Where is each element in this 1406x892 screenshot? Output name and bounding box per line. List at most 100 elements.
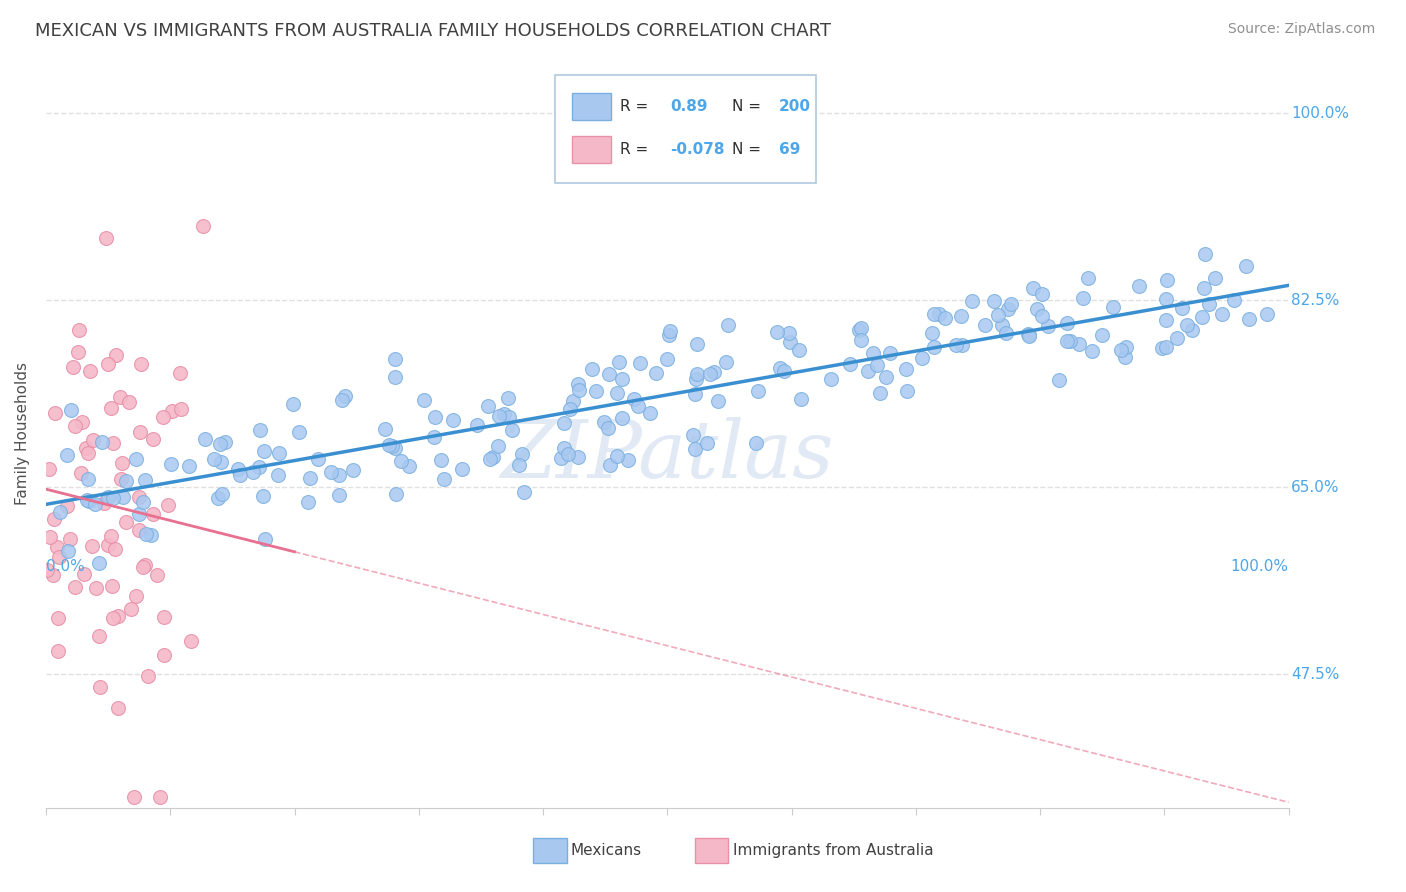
Point xyxy=(866,358,889,372)
Point xyxy=(97,490,120,504)
Point xyxy=(156,499,179,513)
Point xyxy=(56,499,79,513)
Point xyxy=(1047,373,1070,387)
Point xyxy=(180,633,202,648)
Point xyxy=(242,465,264,479)
Point xyxy=(208,437,231,451)
Point xyxy=(553,442,575,456)
Point xyxy=(1031,310,1053,324)
Point xyxy=(281,397,304,411)
Point xyxy=(486,439,509,453)
Text: R =: R = xyxy=(620,142,648,157)
Point xyxy=(1192,281,1215,295)
Point xyxy=(645,366,668,380)
Point xyxy=(869,386,891,401)
Point xyxy=(101,491,124,506)
Point xyxy=(229,467,252,482)
Point xyxy=(56,448,79,462)
Point xyxy=(593,415,616,429)
Point xyxy=(779,334,801,349)
Point xyxy=(606,386,628,401)
Point xyxy=(1026,302,1049,317)
Point xyxy=(658,327,681,342)
Point xyxy=(328,487,350,501)
Point xyxy=(288,425,311,439)
Text: Immigrants from Australia: Immigrants from Australia xyxy=(733,844,934,858)
Point xyxy=(567,377,589,392)
Point xyxy=(97,357,120,371)
Point xyxy=(89,680,111,694)
FancyBboxPatch shape xyxy=(695,838,728,863)
Point xyxy=(134,558,156,572)
Point xyxy=(858,364,880,378)
Text: 0.0%: 0.0% xyxy=(46,559,84,574)
Text: 100.0%: 100.0% xyxy=(1230,559,1289,574)
Point xyxy=(111,456,134,470)
Point xyxy=(100,401,122,416)
Point xyxy=(152,409,174,424)
Point xyxy=(207,491,229,505)
Point xyxy=(112,491,135,505)
Point xyxy=(105,348,128,362)
Point xyxy=(612,372,634,386)
Point xyxy=(1234,260,1257,274)
Point xyxy=(1256,307,1278,321)
Point xyxy=(1018,329,1040,343)
Point xyxy=(66,345,89,359)
Point xyxy=(84,497,107,511)
Point xyxy=(1114,350,1136,364)
Point xyxy=(658,324,681,338)
Point xyxy=(1191,310,1213,324)
Point xyxy=(103,611,125,625)
Point xyxy=(423,430,446,444)
Point xyxy=(38,462,60,476)
Point xyxy=(44,406,66,420)
Point xyxy=(820,372,842,386)
Point xyxy=(1056,316,1078,330)
Point xyxy=(58,544,80,558)
Point xyxy=(1171,301,1194,316)
Point xyxy=(129,425,152,439)
Text: 65.0%: 65.0% xyxy=(1291,480,1340,494)
FancyBboxPatch shape xyxy=(572,94,612,120)
Point xyxy=(90,434,112,449)
Point xyxy=(169,367,191,381)
Point xyxy=(413,393,436,408)
Point xyxy=(949,310,972,324)
Point xyxy=(745,436,768,450)
Point xyxy=(129,357,152,371)
Point xyxy=(567,450,589,465)
Point xyxy=(162,404,184,418)
Point xyxy=(39,530,62,544)
Point xyxy=(321,465,343,479)
Point xyxy=(103,435,125,450)
Point xyxy=(46,611,69,625)
Point xyxy=(995,326,1018,340)
Text: 200: 200 xyxy=(779,99,811,114)
Point xyxy=(696,435,718,450)
Point xyxy=(685,372,707,386)
Point xyxy=(924,340,946,354)
Point xyxy=(1175,318,1198,333)
Point xyxy=(879,346,901,360)
Text: -0.078: -0.078 xyxy=(669,142,724,157)
Point xyxy=(328,468,350,483)
Point xyxy=(226,462,249,476)
Point xyxy=(598,367,620,381)
Point xyxy=(214,435,236,450)
Point xyxy=(194,433,217,447)
Point xyxy=(1109,343,1132,357)
Point xyxy=(1128,279,1150,293)
Point xyxy=(772,364,794,378)
Point xyxy=(76,472,98,486)
Point xyxy=(553,417,575,431)
Point xyxy=(498,391,520,405)
Point xyxy=(568,383,591,397)
Point xyxy=(686,367,709,381)
Point xyxy=(849,321,872,335)
Point xyxy=(253,444,276,458)
Point xyxy=(896,384,918,398)
Point xyxy=(683,442,706,457)
Point xyxy=(132,495,155,509)
Point xyxy=(267,467,290,482)
